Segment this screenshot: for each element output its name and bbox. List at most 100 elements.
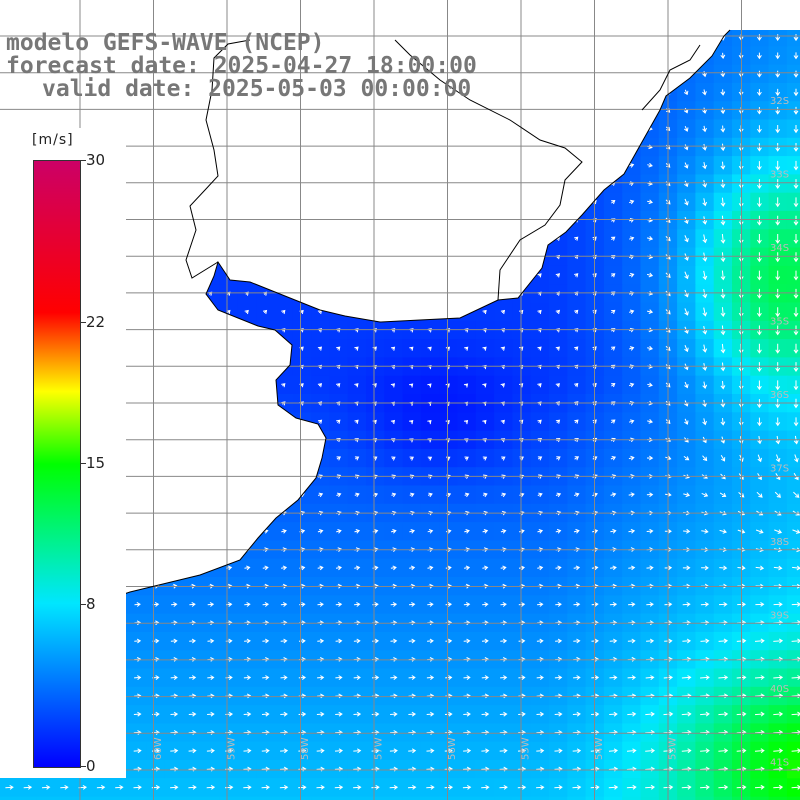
wind-arrow	[427, 346, 432, 351]
wind-arrow	[371, 784, 380, 790]
wind-arrow	[610, 565, 617, 571]
wind-arrow	[244, 309, 249, 315]
speed-cell	[73, 796, 93, 800]
wind-arrow	[354, 529, 361, 534]
wind-arrow	[754, 748, 765, 754]
wind-arrow	[793, 417, 799, 427]
wind-arrow	[574, 382, 579, 388]
wind-arrow	[262, 565, 269, 571]
wind-arrow	[775, 380, 781, 391]
wind-arrow	[718, 711, 729, 717]
wind-arrow	[298, 784, 307, 790]
wind-arrow	[281, 309, 286, 315]
wind-arrow	[500, 419, 505, 424]
wind-arrow	[646, 638, 655, 644]
wind-arrow	[684, 216, 689, 225]
wind-arrow	[463, 748, 472, 754]
wind-arrow	[609, 711, 618, 717]
wind-arrow	[464, 529, 470, 534]
wind-arrow	[793, 88, 799, 97]
wind-arrow	[426, 784, 435, 790]
wind-arrow	[775, 52, 781, 60]
wind-arrow	[574, 236, 579, 241]
speed-cell	[786, 302, 800, 322]
longitude-label: 55W	[521, 737, 532, 760]
wind-arrow	[684, 235, 689, 243]
wind-arrow	[610, 419, 616, 424]
wind-arrow	[791, 784, 800, 790]
wind-arrow	[756, 270, 762, 281]
latitude-label: 40S	[770, 684, 789, 695]
wind-arrow	[243, 784, 252, 790]
wind-arrow	[133, 711, 142, 717]
wind-arrow	[481, 675, 489, 680]
wind-arrow	[409, 529, 415, 534]
wind-arrow	[702, 455, 708, 462]
wind-arrow	[793, 380, 799, 391]
wind-arrow	[573, 675, 581, 680]
wind-arrow	[773, 748, 784, 754]
speed-cell	[786, 46, 800, 66]
wind-arrow	[756, 143, 762, 152]
wind-arrow	[427, 638, 434, 644]
wind-arrow	[281, 383, 286, 388]
wind-arrow	[611, 200, 616, 205]
wind-arrow	[684, 144, 689, 151]
wind-arrow	[702, 270, 708, 281]
wind-arrow	[775, 179, 781, 190]
wind-arrow	[719, 529, 727, 534]
longitude-label: 60W	[153, 737, 164, 760]
wind-arrow	[702, 216, 708, 225]
wind-arrow	[298, 748, 307, 754]
wind-arrow	[409, 419, 414, 425]
wind-arrow	[189, 638, 197, 644]
wind-arrow	[572, 748, 582, 754]
wind-arrow	[298, 638, 306, 644]
wind-arrow	[426, 748, 435, 754]
wind-arrow	[481, 784, 490, 790]
wind-arrow	[757, 454, 762, 463]
wind-arrow	[574, 273, 579, 278]
wind-arrow	[646, 528, 654, 534]
wind-arrow	[702, 252, 708, 262]
wind-arrow	[684, 180, 689, 188]
wind-arrow	[371, 748, 380, 754]
coastline	[0, 29, 731, 629]
wind-arrow	[684, 345, 689, 353]
wind-arrow	[554, 748, 563, 754]
wind-arrow	[720, 307, 726, 317]
wind-arrow	[500, 309, 506, 315]
speed-cell	[786, 375, 800, 395]
speed-cell	[786, 522, 800, 541]
wind-arrow	[390, 565, 397, 571]
wind-arrow	[336, 456, 341, 461]
wind-arrow	[445, 565, 452, 571]
latitude-label: 35S	[770, 317, 789, 328]
wind-arrow	[720, 233, 726, 244]
wind-arrow	[773, 711, 784, 717]
speed-cell	[786, 412, 800, 432]
wind-arrow	[718, 638, 729, 644]
latitude-label: 32S	[770, 96, 789, 107]
wind-arrow	[775, 197, 781, 208]
wind-arrow	[188, 711, 197, 717]
wind-arrow	[720, 418, 726, 426]
wind-arrow	[426, 711, 435, 717]
latitude-label: 41S	[770, 758, 789, 769]
wind-arrow	[720, 107, 726, 115]
wind-arrow	[754, 784, 765, 790]
wind-arrow	[134, 638, 142, 644]
wind-arrow	[793, 160, 799, 171]
wind-arrow	[628, 492, 635, 498]
wind-arrow	[756, 161, 762, 171]
wind-arrow	[720, 179, 726, 189]
wind-arrow	[647, 382, 653, 388]
wind-arrow	[262, 602, 269, 607]
wind-arrow	[482, 529, 489, 534]
wind-arrow	[555, 565, 562, 571]
speed-cell	[640, 796, 660, 800]
wind-arrow	[775, 252, 781, 263]
wind-arrow	[353, 638, 361, 644]
wind-arrow	[482, 492, 488, 498]
